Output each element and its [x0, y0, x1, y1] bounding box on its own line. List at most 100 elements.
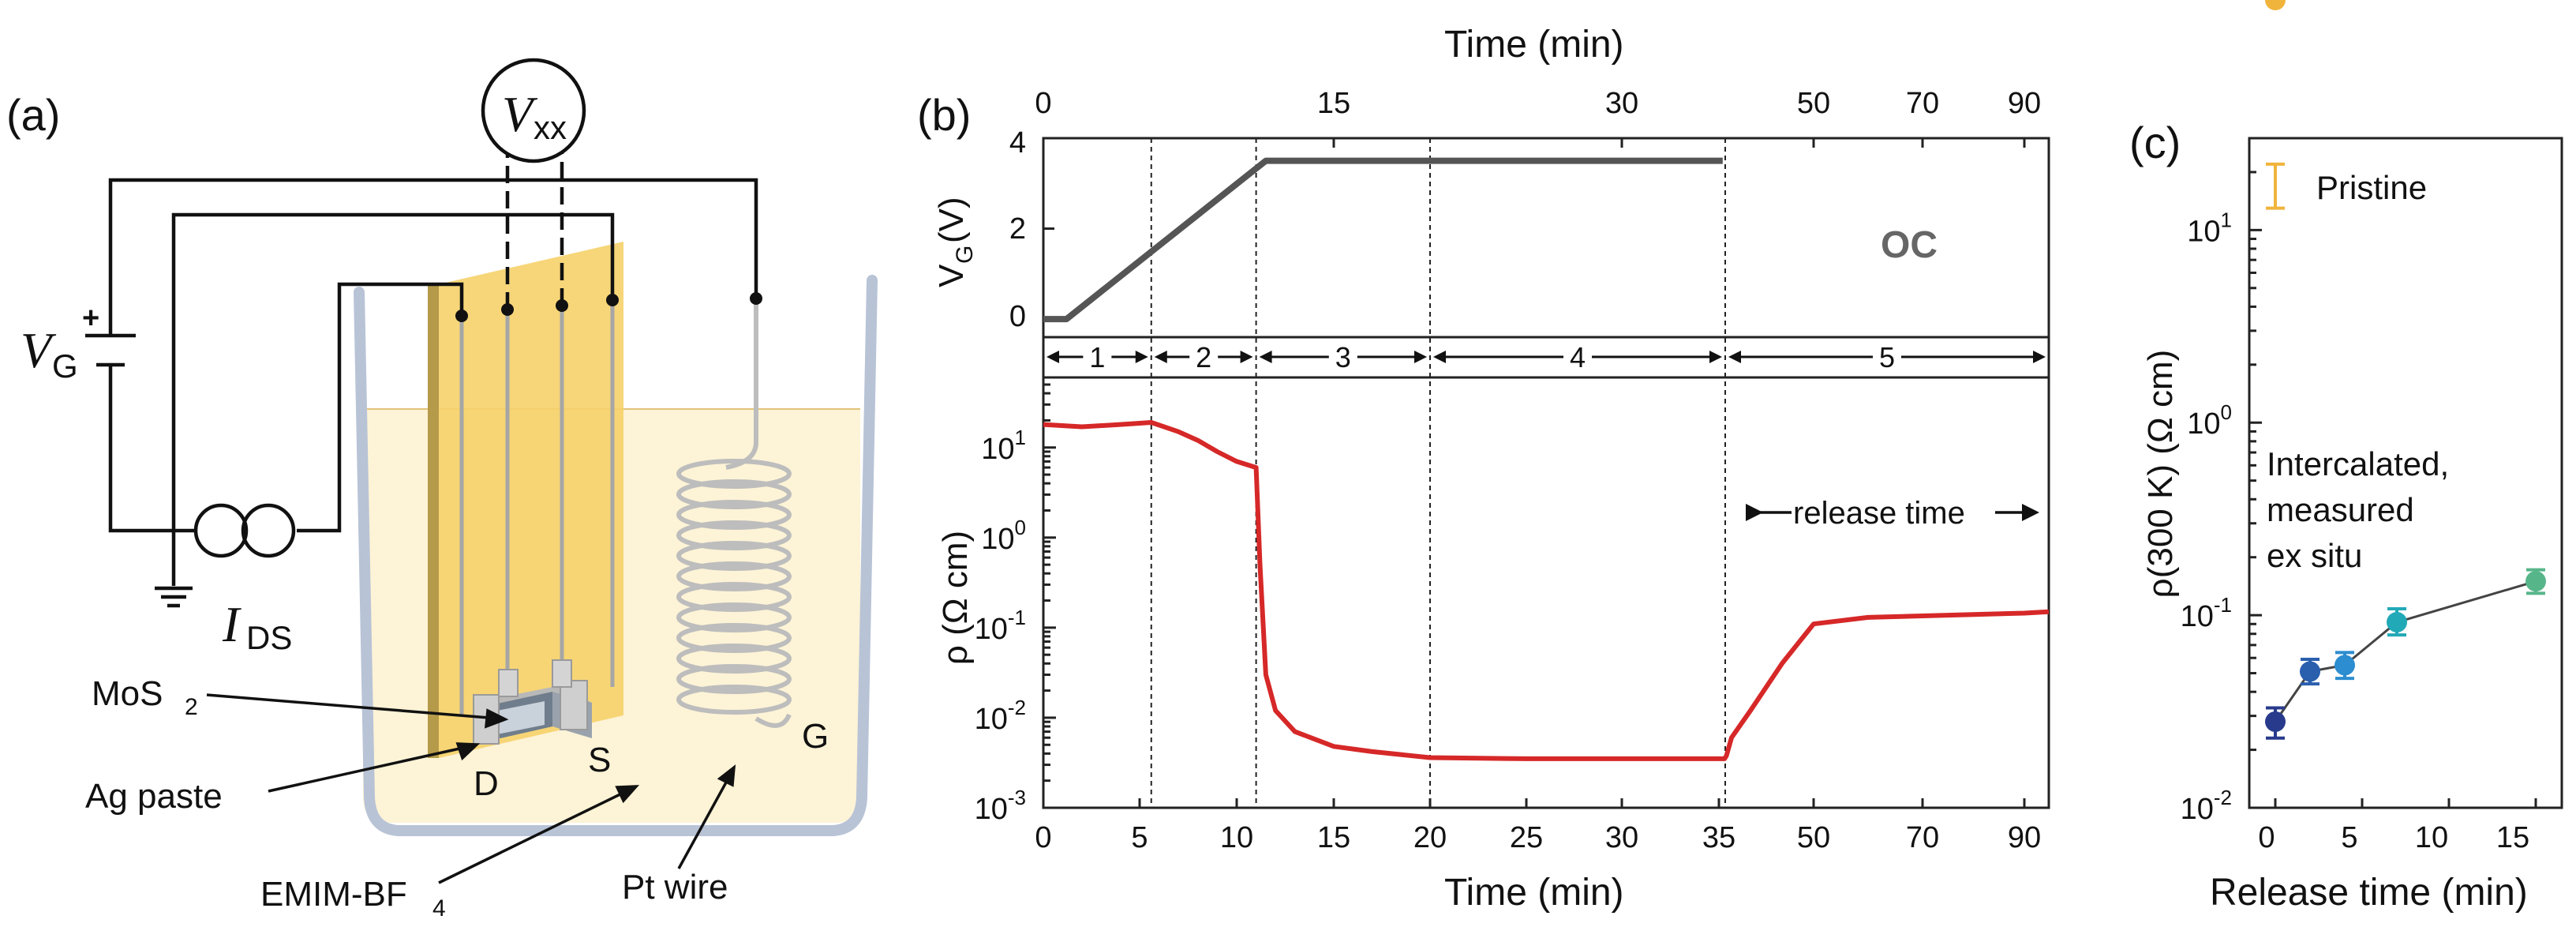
panel-c-label: (c) — [2129, 118, 2181, 167]
b-top-tick: 50 — [1797, 87, 1830, 120]
c-x-tick: 10 — [2415, 821, 2448, 854]
svg-text:ρ (Ω cm): ρ (Ω cm) — [936, 531, 975, 665]
segment-arrowhead — [1259, 351, 1272, 363]
segment-label-bg — [1328, 340, 1357, 371]
mos2-label: MoS — [92, 674, 163, 713]
b-top-frame — [1042, 137, 2050, 339]
segment-arrowhead — [1709, 351, 1722, 363]
b-vg-tick: 2 — [1009, 212, 1026, 246]
b-top-tick: 30 — [1605, 87, 1638, 120]
c-log-tick-label: 100 — [2187, 400, 2232, 441]
segment-label: 3 — [1335, 341, 1351, 373]
mos2-flake — [473, 659, 592, 745]
b-segment-dividers — [1150, 138, 1726, 808]
c-annotation-line: measured — [2267, 491, 2414, 528]
beaker — [354, 275, 878, 836]
coil-turn — [676, 602, 792, 632]
b-rho-axis-label: ρ (Ω cm) — [936, 531, 975, 665]
segment-label-bg — [1189, 340, 1219, 371]
c-x-tick: 0 — [2258, 821, 2275, 854]
svg-text:ρ(300 K) (Ω cm): ρ(300 K) (Ω cm) — [2141, 350, 2180, 599]
segment-label-bg — [1873, 340, 1901, 371]
b-log-tick-label: 101 — [981, 426, 1026, 466]
svg-text:(V): (V) — [932, 197, 971, 243]
gate-label: G — [802, 717, 829, 756]
pristine-label: Pristine — [2316, 169, 2427, 206]
source-label: S — [588, 741, 611, 779]
coil-turn — [676, 685, 792, 715]
coil-turn — [676, 582, 792, 612]
ids-sub: DS — [246, 619, 292, 656]
b-segment-bar: 1 2 3 4 5 — [1046, 340, 2046, 373]
rho-series-line — [1043, 420, 2050, 761]
c-x-tick: 5 — [2341, 821, 2357, 854]
svg-text:V: V — [932, 264, 971, 287]
coil-turn — [676, 520, 792, 550]
release-time-annotation: release time — [1746, 496, 2039, 531]
substrate-edge — [428, 284, 439, 758]
pt-wire — [676, 298, 792, 728]
release-time-label: release time — [1793, 496, 1965, 531]
electrode-wires — [459, 300, 615, 715]
b-x-axis-title: Time (min) — [1444, 872, 1624, 914]
segment-arrowhead — [1135, 351, 1148, 363]
circuit — [85, 58, 762, 608]
b-top-tick-labels: 0 15 30 50 70 90 — [1035, 87, 2041, 120]
coil-turn — [676, 541, 792, 571]
svg-text:G: G — [952, 246, 978, 264]
vg-label: V — [21, 322, 57, 378]
b-x-tick: 70 — [1906, 821, 1939, 854]
segment-label: 5 — [1879, 341, 1895, 373]
segment-label-bg — [1563, 340, 1592, 371]
coil-turn — [676, 459, 792, 489]
b-x-tick: 15 — [1317, 821, 1350, 854]
segment-arrowhead — [1046, 351, 1059, 363]
b-vg-axis-label: V G (V) — [932, 197, 978, 287]
b-log-tick-label: 100 — [981, 516, 1026, 556]
panel-b-label: (b) — [917, 90, 971, 140]
substrate — [439, 242, 623, 758]
ids-label: I — [222, 596, 242, 652]
c-log-tick-label: 10-1 — [2181, 593, 2232, 633]
c-y-axis-label: ρ(300 K) (Ω cm) — [2141, 350, 2180, 599]
emim-label: EMIM-BF — [260, 875, 407, 914]
segment-arrowhead — [1728, 351, 1741, 363]
c-x-axis-title: Release time (min) — [2210, 872, 2528, 914]
panel-a: (a) — [6, 58, 878, 921]
c-point-marker — [2525, 571, 2546, 592]
b-top-tick: 70 — [1906, 87, 1939, 120]
b-log-tick-label: 10-1 — [975, 606, 1026, 646]
b-ticks — [1042, 137, 2026, 808]
segment-label: 2 — [1196, 341, 1211, 373]
panel-a-arrows — [206, 693, 736, 884]
coil-turn — [676, 644, 792, 674]
ag-paste-label: Ag paste — [85, 777, 223, 816]
b-x-tick: 35 — [1702, 821, 1735, 854]
b-top-tick: 0 — [1035, 87, 1051, 120]
vg-series-line — [1043, 157, 1723, 323]
b-x-tick: 20 — [1413, 821, 1447, 854]
c-point-marker — [2265, 711, 2286, 732]
vxx-label: V — [502, 86, 538, 142]
segment-arrowhead — [1154, 351, 1167, 363]
coil-turn — [676, 479, 792, 509]
coil-turn — [676, 561, 792, 591]
b-x-tick: 25 — [1510, 821, 1543, 854]
segment-arrowhead — [1240, 351, 1253, 363]
coil-turn — [676, 623, 792, 653]
b-top-tick: 15 — [1317, 87, 1350, 120]
c-x-tick-labels: 0 5 10 15 — [2258, 821, 2529, 854]
b-bottom-frame — [1042, 376, 2050, 809]
c-annotation-line: Intercalated, — [2267, 445, 2449, 482]
coil-turn — [676, 664, 792, 694]
b-x-tick: 90 — [2008, 821, 2041, 854]
b-vg-tick: 4 — [1009, 126, 1026, 160]
c-point-marker — [2387, 611, 2407, 632]
b-x-tick: 5 — [1131, 821, 1148, 854]
b-top-tick: 90 — [2008, 87, 2041, 120]
current-source — [193, 503, 249, 558]
b-bottom-tick-labels: 0 5 10 15 20 25 30 35 50 70 90 — [1035, 821, 2041, 854]
